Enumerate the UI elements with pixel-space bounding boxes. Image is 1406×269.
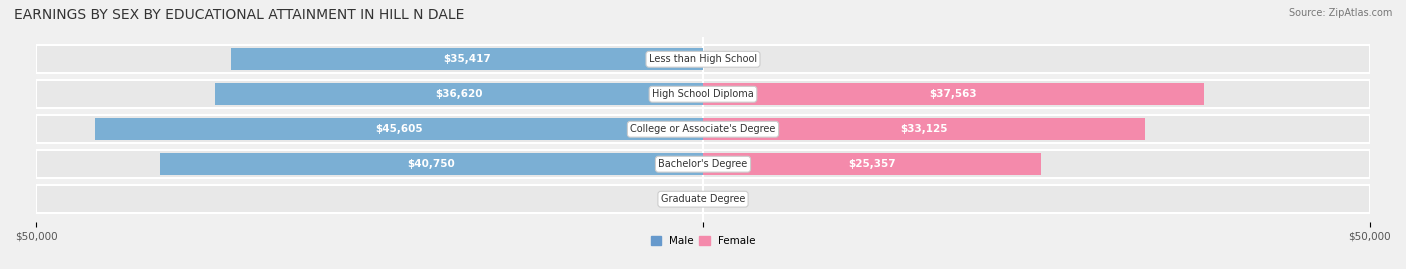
Text: High School Diploma: High School Diploma (652, 89, 754, 99)
Text: Less than High School: Less than High School (650, 54, 756, 64)
Bar (703, 45, 1369, 73)
Bar (703, 83, 1204, 105)
Bar (215, 83, 703, 105)
Bar (703, 150, 1369, 178)
Bar (231, 48, 703, 70)
Bar (37, 80, 703, 108)
Text: Source: ZipAtlas.com: Source: ZipAtlas.com (1288, 8, 1392, 18)
Bar (160, 153, 703, 175)
Bar (703, 185, 1369, 213)
Text: $25,357: $25,357 (848, 159, 896, 169)
Bar (703, 115, 1369, 143)
Text: Bachelor's Degree: Bachelor's Degree (658, 159, 748, 169)
Legend: Male, Female: Male, Female (647, 232, 759, 250)
Bar (96, 118, 703, 140)
Text: EARNINGS BY SEX BY EDUCATIONAL ATTAINMENT IN HILL N DALE: EARNINGS BY SEX BY EDUCATIONAL ATTAINMEN… (14, 8, 464, 22)
Bar (703, 153, 1040, 175)
Text: Graduate Degree: Graduate Degree (661, 194, 745, 204)
Bar (703, 118, 1144, 140)
Text: $0: $0 (730, 194, 742, 204)
Text: $40,750: $40,750 (408, 159, 456, 169)
Text: $35,417: $35,417 (443, 54, 491, 64)
Text: $45,605: $45,605 (375, 124, 423, 134)
Bar (703, 80, 1369, 108)
Text: $37,563: $37,563 (929, 89, 977, 99)
Text: College or Associate's Degree: College or Associate's Degree (630, 124, 776, 134)
Text: $0: $0 (664, 194, 676, 204)
Text: $33,125: $33,125 (900, 124, 948, 134)
Bar (37, 150, 703, 178)
Bar (37, 185, 703, 213)
Text: $0: $0 (730, 54, 742, 64)
Bar (37, 115, 703, 143)
Bar (37, 45, 703, 73)
Text: $36,620: $36,620 (434, 89, 482, 99)
